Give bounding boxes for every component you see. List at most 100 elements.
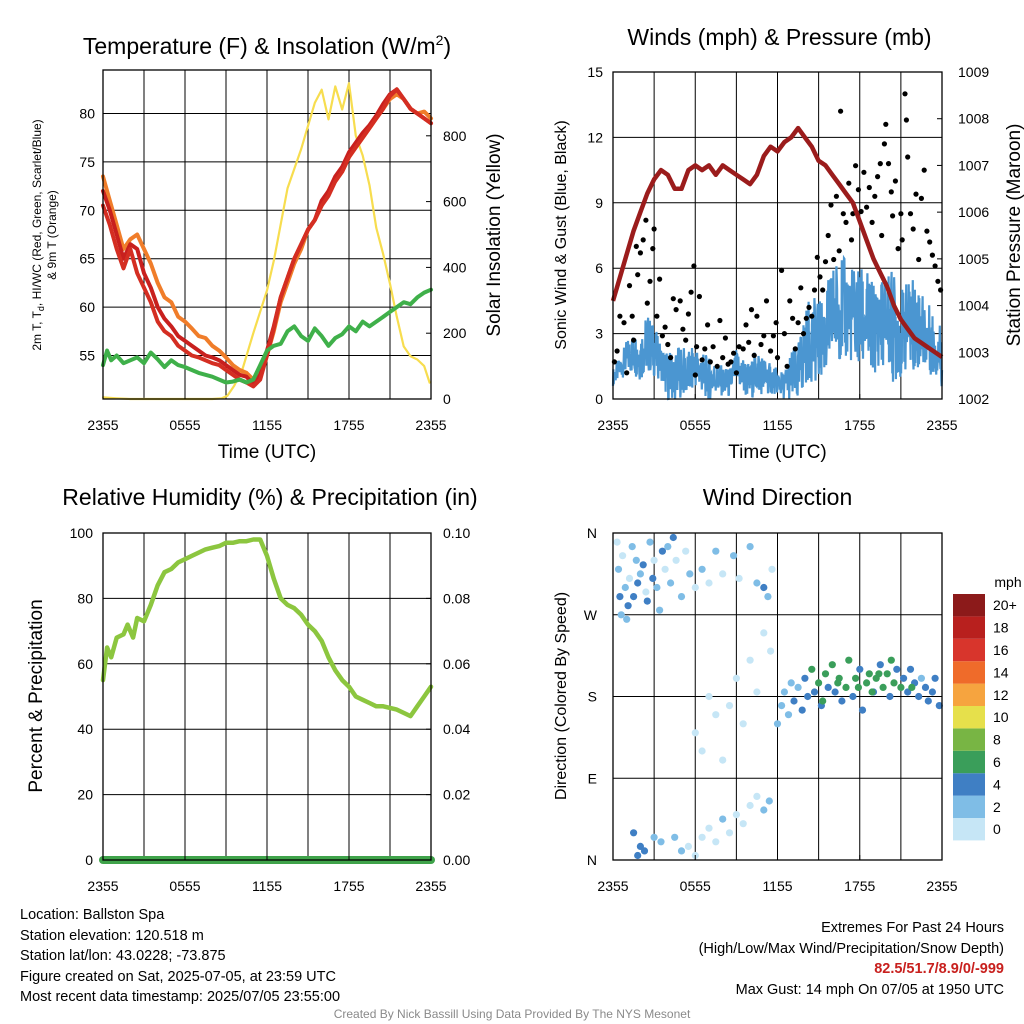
direction-point (656, 606, 664, 614)
direction-point (778, 702, 786, 710)
y2-tick-label: 0.08 (443, 590, 470, 606)
direction-point (767, 647, 775, 655)
direction-point (672, 556, 680, 564)
gust-point (770, 333, 777, 339)
y-tick-label: S (588, 689, 597, 705)
gust-point (626, 283, 633, 289)
direction-point (719, 815, 727, 823)
y-tick-label: W (584, 607, 598, 623)
direction-point (677, 847, 686, 855)
gust-point (828, 202, 834, 208)
direction-point (821, 670, 830, 678)
direction-point (753, 792, 761, 801)
direction-point (868, 688, 876, 696)
direction-point (623, 615, 631, 623)
direction-point (924, 697, 932, 705)
direction-point (667, 579, 675, 587)
direction-point (671, 833, 679, 841)
x-tick-label: 0555 (169, 878, 200, 894)
x-tick-label: 2355 (415, 417, 446, 433)
gust-point (843, 219, 849, 225)
x-tick-label: 1755 (333, 417, 364, 433)
legend-swatch (953, 616, 985, 639)
wind-panel: 0 3 6 9 12 15 1002 1003 1004 1005 1006 1007 1008 1009… (553, 24, 1024, 463)
direction-point (865, 670, 873, 678)
gust-point (635, 272, 641, 278)
gust-point (892, 178, 899, 184)
gust-point (633, 243, 639, 249)
credit-line: Created By Nick Bassill Using Data Provi… (333, 1007, 691, 1021)
direction-point (904, 688, 912, 696)
gust-point (637, 250, 644, 256)
gust-point (731, 350, 737, 356)
gust-point (840, 211, 846, 217)
humidity-panel: 0 20 40 60 80 100 0.00 0.02 0.04 0.06 0.08 0.10 2355… (26, 484, 478, 894)
gust-point (869, 219, 875, 225)
gust-point (846, 180, 852, 186)
gust-point (710, 344, 716, 350)
speed-legend: mph 0 2 4 6 8 10 12 14 16 18 20+ (953, 574, 1022, 841)
direction-point (664, 543, 672, 551)
legend-swatch (953, 728, 985, 751)
y2-tick-label: 800 (443, 128, 467, 144)
direction-point (928, 688, 937, 696)
direction-point (875, 670, 883, 678)
y2-tick-label: 0.00 (443, 852, 470, 868)
direction-point (828, 661, 836, 669)
gust-point (647, 278, 653, 284)
y-tick-label: 12 (587, 129, 603, 145)
legend-label: 2 (993, 799, 1001, 815)
direction-point (698, 747, 706, 755)
y2-tick-label: 1004 (958, 298, 989, 314)
extremes-title: Extremes For Past 24 Hours (821, 920, 1004, 936)
y-tick-label: 60 (79, 299, 95, 315)
gust-point (659, 333, 666, 339)
legend-label: 18 (993, 620, 1009, 636)
direction-point (719, 570, 727, 578)
direction-point (886, 692, 894, 701)
legend-label: 16 (993, 642, 1009, 658)
y-tick-label: 55 (79, 347, 95, 363)
y2-tick-label: 400 (443, 259, 467, 275)
x-tick-label: 1155 (762, 417, 792, 433)
y-axis-label: Direction (Colored By Speed) (553, 592, 570, 800)
y2-tick-label: 600 (443, 194, 467, 210)
gust-point (768, 348, 774, 354)
y-tick-label: 75 (79, 154, 95, 170)
direction-point (698, 565, 706, 573)
direction-point (639, 561, 647, 569)
gust-point (831, 256, 837, 263)
y-tick-label: 15 (587, 64, 603, 80)
y2-tick-label: 1002 (958, 391, 989, 407)
direction-point (657, 838, 665, 846)
gust-point (720, 355, 726, 361)
y-tick-label: 3 (595, 326, 603, 342)
gust-point (895, 246, 901, 252)
y2-tick-label: 1008 (958, 111, 989, 127)
direction-point (849, 692, 857, 701)
gust-point (685, 311, 692, 317)
x-tick-label: 2355 (597, 878, 628, 894)
direction-point (863, 679, 871, 687)
gust-point (903, 117, 910, 123)
series-wc (101, 87, 433, 389)
gust-point (888, 189, 894, 195)
gust-point (748, 307, 755, 313)
x-tick-label: 0555 (680, 417, 711, 433)
gust-point (918, 195, 925, 201)
direction-point (732, 674, 741, 682)
y-tick-label: 80 (79, 106, 95, 122)
recent-timestamp: Most recent data timestamp: 2025/07/05 2… (20, 989, 341, 1005)
direction-point (624, 602, 632, 610)
direction-point (804, 692, 812, 701)
gust-point (864, 204, 870, 210)
direction-point (669, 533, 677, 542)
gust-point (809, 313, 815, 319)
direction-point (876, 661, 884, 669)
gust-point (699, 357, 705, 363)
gust-point (650, 246, 656, 252)
x-tick-label: 0555 (680, 878, 711, 894)
x-axis-label: Time (UTC) (728, 442, 827, 463)
